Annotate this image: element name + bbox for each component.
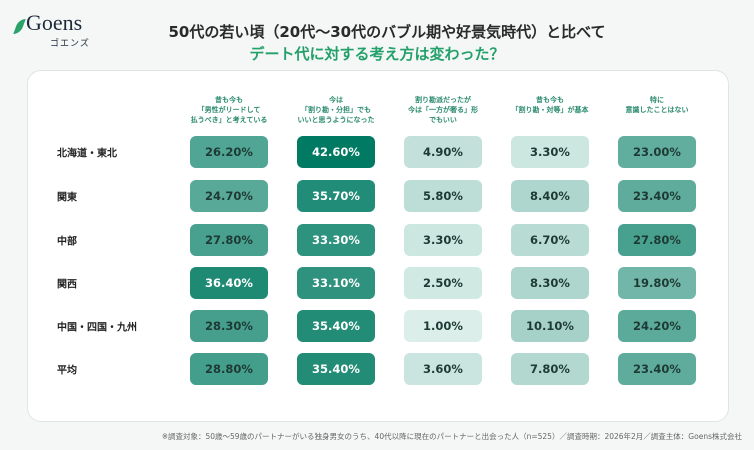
heatmap-cell: 23.00% [618,136,696,168]
heatmap-cell: 10.10% [511,310,589,342]
heatmap-cell: 35.40% [297,310,375,342]
logo-wordmark: Goens [26,10,83,35]
heatmap-cell: 33.10% [297,267,375,299]
heatmap-cell: 7.80% [511,353,589,385]
heatmap-cell: 24.70% [190,180,268,212]
heatmap-cell: 28.80% [190,353,268,385]
heatmap-cell: 36.40% [190,267,268,299]
column-header: 昔も今も 「割り勘・対等」が基本 [511,96,589,114]
heatmap-cell: 33.30% [297,224,375,256]
heatmap-cell: 24.20% [618,310,696,342]
row-label: 関東 [57,192,77,204]
footnote: ※調査対象：50歳〜59歳のパートナーがいる独身男女のうち、40代以降に現在のパ… [161,432,742,441]
row-label: 平均 [57,365,77,377]
table-card [27,70,729,422]
heatmap-cell: 8.30% [511,267,589,299]
row-label: 関西 [57,279,77,291]
title-line2: デート代に対する考え方は変わった？ [249,45,505,63]
heatmap-cell: 8.40% [511,180,589,212]
heatmap-cell: 1.00% [404,310,482,342]
heatmap-cell: 5.80% [404,180,482,212]
column-header: 特に 意識したことはない [625,96,689,114]
heatmap-cell: 2.50% [404,267,482,299]
heatmap-cell: 3.30% [404,224,482,256]
heatmap-cell: 35.70% [297,180,375,212]
heatmap-cell: 28.30% [190,310,268,342]
heatmap-cell: 6.70% [511,224,589,256]
row-label: 中部 [57,236,77,248]
heatmap-cell: 35.40% [297,353,375,385]
heatmap-cell: 23.40% [618,180,696,212]
heatmap-cell: 42.60% [297,136,375,168]
heatmap-cell: 27.80% [190,224,268,256]
row-label: 北海道・東北 [57,148,117,160]
logo-kana: ゴエンズ [50,39,90,49]
column-header: 今は 「割り勘・分担」でも いいと思うようになった [297,96,375,124]
heatmap-cell: 19.80% [618,267,696,299]
heatmap-cell: 3.30% [511,136,589,168]
heatmap-cell: 3.60% [404,353,482,385]
heatmap-cell: 27.80% [618,224,696,256]
column-header: 昔も今も 「男性がリードして 払うべき」と考えている [190,96,268,124]
heatmap-cell: 4.90% [404,136,482,168]
heatmap-cell: 26.20% [190,136,268,168]
column-header: 割り勘派だったが 今は「一方が奢る」形 でもいい [408,96,478,124]
heatmap-cell: 23.40% [618,353,696,385]
row-label: 中国・四国・九州 [57,322,137,334]
title-line1: 50代の若い頃（20代〜30代のバブル期や好景気時代）と比べて [168,23,606,41]
